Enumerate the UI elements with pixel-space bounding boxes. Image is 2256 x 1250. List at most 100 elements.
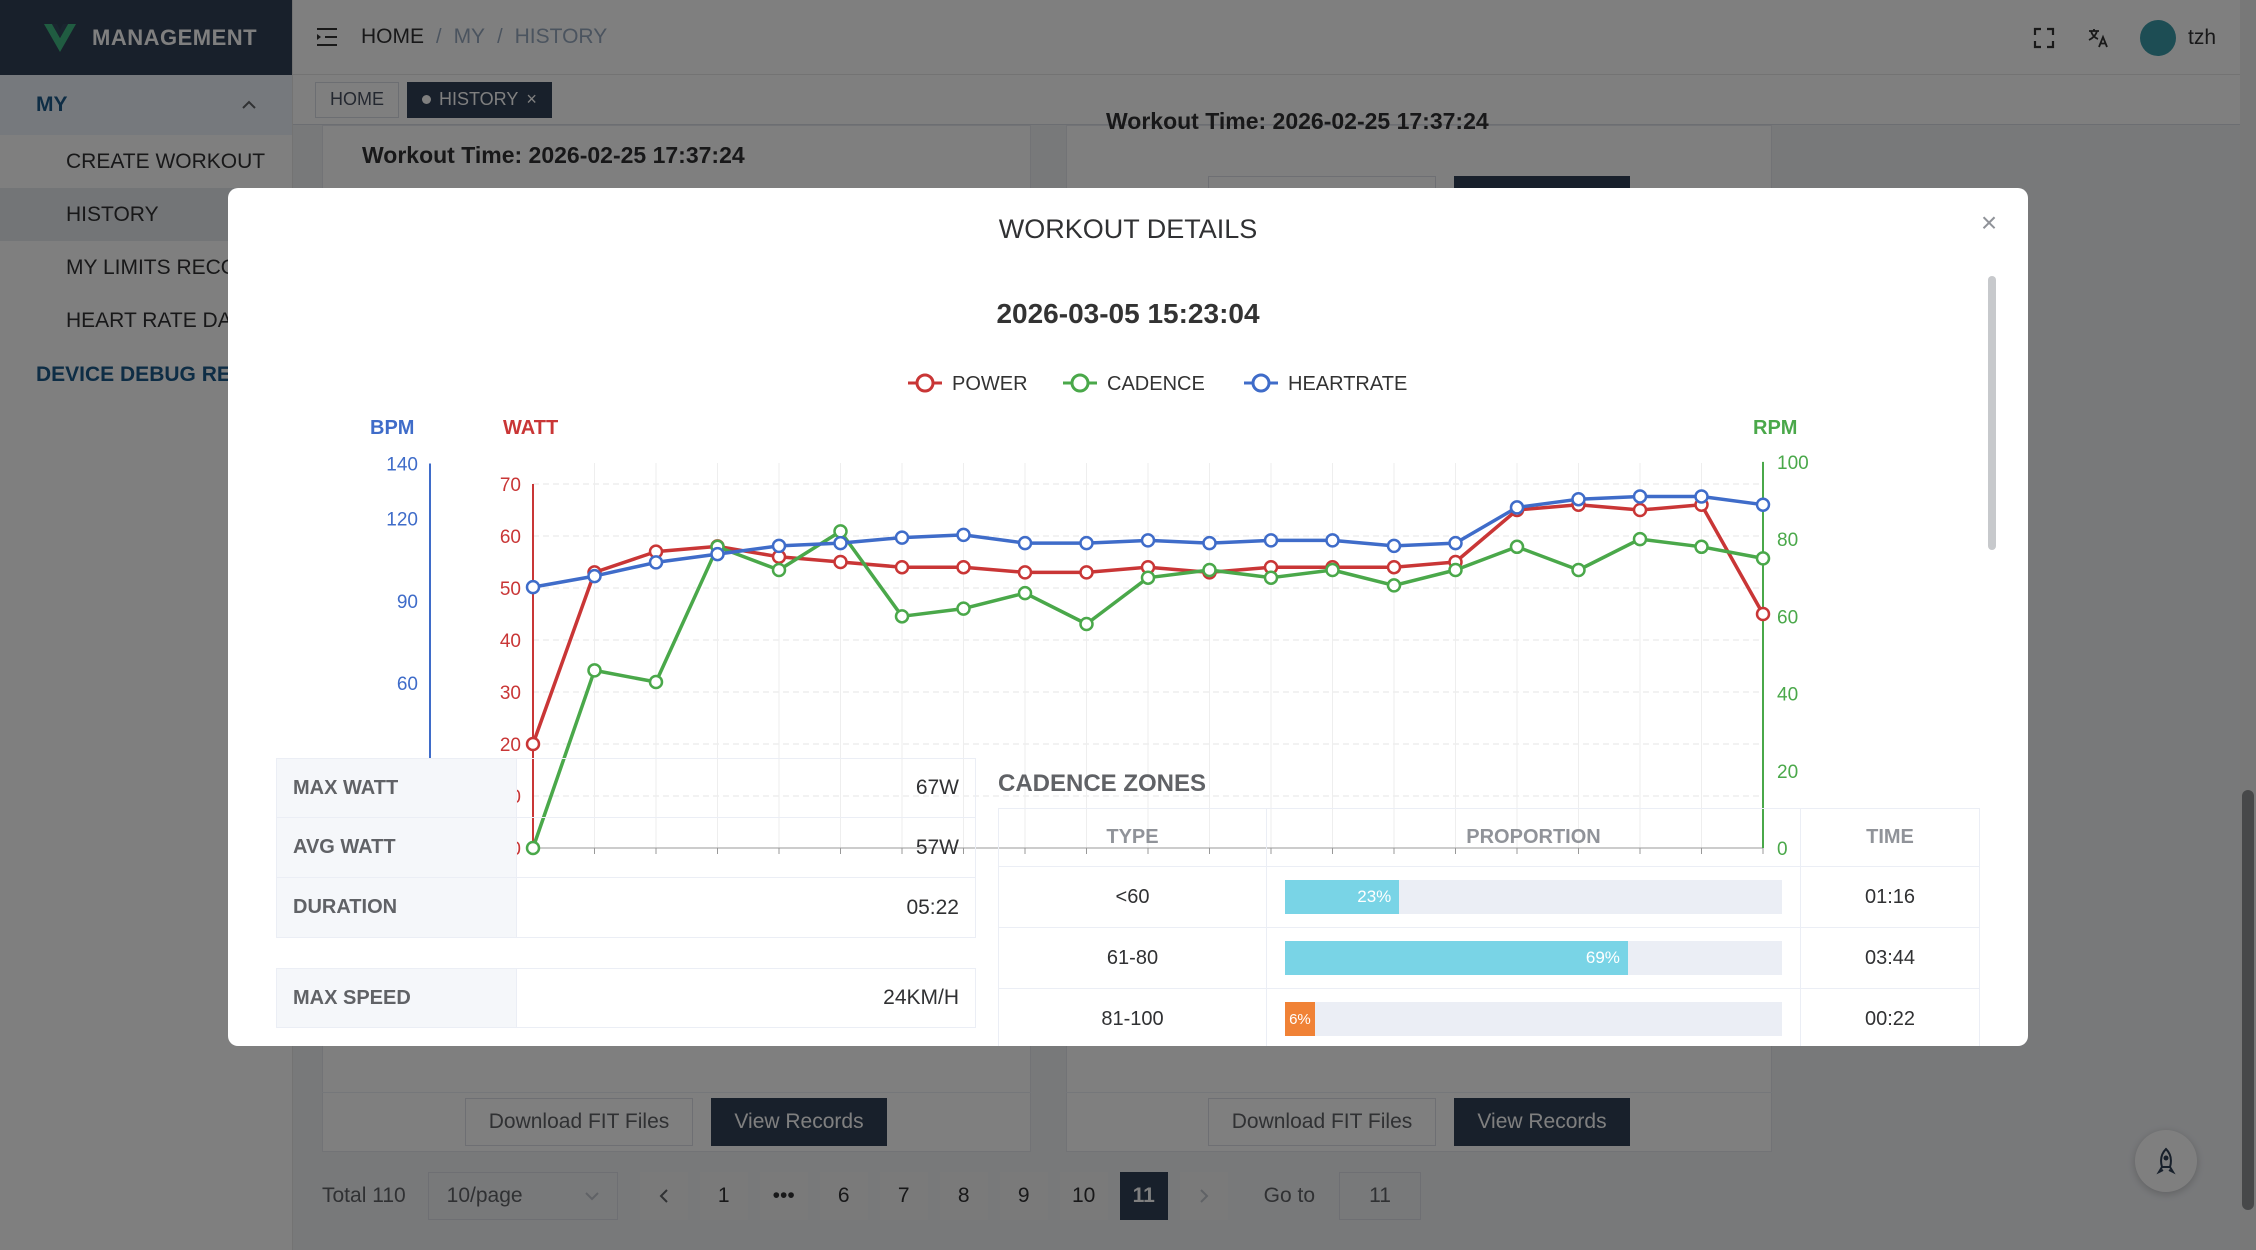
stat-row: MAX SPEED 24KM/H — [276, 968, 976, 1028]
data-point-cadence — [1509, 539, 1525, 555]
data-point-power — [956, 559, 971, 575]
bpm-axis-label: BPM — [370, 417, 414, 439]
legend-label-heartrate: HEARTRATE — [1288, 373, 1407, 395]
data-point-heartrate — [1694, 489, 1709, 504]
data-point-power — [1017, 565, 1033, 580]
stat-row: AVG WATT 57W — [276, 818, 976, 878]
data-point-power — [525, 736, 541, 752]
modal-scrollbar[interactable] — [1988, 276, 1996, 550]
stat-value: 24KM/H — [883, 986, 959, 1009]
data-point-cadence — [1632, 531, 1648, 547]
stat-value: 67W — [915, 776, 959, 799]
data-point-heartrate — [710, 546, 725, 562]
data-point-heartrate — [1202, 535, 1217, 551]
column-header-time: TIME — [1866, 826, 1914, 848]
data-point-heartrate — [1571, 491, 1586, 507]
column-header-type: TYPE — [999, 809, 1267, 866]
stat-label: AVG WATT — [277, 818, 517, 877]
data-point-power — [894, 559, 910, 575]
data-point-cadence — [1017, 585, 1033, 601]
data-point-cadence — [1079, 616, 1094, 632]
stats-table: MAX WATT 67W AVG WATT 57W DURATION 05:22… — [276, 758, 976, 1028]
data-point-heartrate — [587, 568, 602, 584]
stat-row: DURATION 05:22 — [276, 878, 976, 938]
rpm-tick-label: 60 — [1777, 607, 1798, 628]
data-point-heartrate — [1448, 535, 1463, 551]
data-point-heartrate — [1325, 533, 1340, 548]
zone-proportion: 69% — [1267, 928, 1801, 988]
zone-type: <60 — [999, 867, 1267, 927]
table-header: TYPE PROPORTION TIME — [999, 809, 1979, 867]
watt-tick-label: 50 — [500, 579, 521, 600]
data-point-cadence — [1325, 562, 1340, 578]
stat-value: 05:22 — [906, 895, 959, 919]
stat-label: MAX SPEED — [277, 969, 517, 1027]
stats-spacer — [276, 938, 976, 968]
zone-proportion: 6% — [1267, 989, 1801, 1046]
data-point-heartrate — [771, 538, 787, 554]
data-point-cadence — [771, 562, 787, 578]
stat-label: MAX WATT — [277, 759, 517, 817]
table-row: 61-80 69% 03:44 — [999, 928, 1979, 989]
data-point-heartrate — [1632, 489, 1648, 504]
table-row: <60 23% 01:16 — [999, 867, 1979, 928]
data-point-cadence — [525, 840, 541, 856]
rpm-tick-label: 40 — [1777, 685, 1798, 706]
zone-type: 61-80 — [999, 928, 1267, 988]
workout-chart: 00:0000:1600:3200:4801:0401:2001:3601:52… — [370, 373, 1809, 858]
data-point-cadence — [956, 601, 971, 616]
data-point-heartrate — [956, 527, 971, 543]
data-point-cadence — [1571, 562, 1586, 578]
zone-proportion: 23% — [1267, 867, 1801, 927]
data-point-heartrate — [648, 555, 664, 570]
watt-tick-label: 60 — [500, 527, 521, 548]
watt-tick-label: 70 — [500, 475, 521, 496]
modal-title: WORKOUT DETAILS — [998, 214, 1258, 244]
data-point-cadence — [648, 674, 664, 690]
data-point-cadence — [833, 524, 848, 539]
stat-label: DURATION — [277, 878, 517, 937]
zone-time: 00:22 — [1864, 1007, 1916, 1030]
rpm-tick-label: 80 — [1777, 530, 1798, 551]
zone-time: 01:16 — [1864, 885, 1916, 908]
data-point-heartrate — [1140, 533, 1156, 548]
data-point-cadence — [1386, 578, 1402, 593]
close-icon[interactable]: × — [1980, 207, 1998, 238]
rpm-tick-label: 0 — [1777, 839, 1788, 858]
watt-tick-label: 30 — [500, 683, 521, 704]
cadence-zones-title: CADENCE ZONES — [998, 770, 1207, 797]
cadence-zones-table: TYPE PROPORTION TIME <60 23% 01:16 61-80… — [998, 808, 1980, 1046]
data-point-cadence — [1202, 562, 1217, 578]
data-point-cadence — [894, 609, 910, 624]
chart-title: 2026-03-05 15:23:04 — [996, 298, 1260, 329]
progress-track: 69% — [1285, 941, 1782, 975]
bpm-tick-label: 120 — [386, 509, 418, 530]
data-point-power — [1079, 565, 1094, 580]
data-point-heartrate — [1509, 500, 1525, 515]
legend-label-power: POWER — [952, 373, 1028, 395]
progress-fill: 69% — [1285, 941, 1628, 975]
data-point-power — [1755, 606, 1771, 622]
data-point-heartrate — [894, 530, 910, 545]
data-point-heartrate — [525, 579, 541, 595]
progress-track: 6% — [1285, 1002, 1782, 1036]
legend-label-cadence: CADENCE — [1107, 373, 1205, 395]
bpm-tick-label: 90 — [397, 592, 418, 613]
rpm-tick-label: 100 — [1777, 453, 1809, 474]
watt-tick-label: 40 — [500, 631, 521, 652]
watt-axis-label: WATT — [503, 417, 558, 439]
legend-marker-power — [915, 373, 935, 393]
data-point-heartrate — [833, 535, 848, 551]
data-point-cadence — [1694, 539, 1709, 555]
column-header-proportion: PROPORTION — [1267, 809, 1801, 866]
data-point-cadence — [1448, 562, 1463, 578]
data-point-heartrate — [1755, 497, 1771, 512]
bpm-tick-label: 140 — [386, 454, 418, 475]
data-point-cadence — [587, 663, 602, 678]
watt-tick-label: 20 — [500, 735, 521, 756]
rpm-tick-label: 20 — [1777, 762, 1798, 783]
zone-time: 03:44 — [1864, 946, 1916, 969]
legend-marker-heartrate — [1251, 373, 1271, 393]
progress-track: 23% — [1285, 880, 1782, 914]
stat-row: MAX WATT 67W — [276, 758, 976, 818]
